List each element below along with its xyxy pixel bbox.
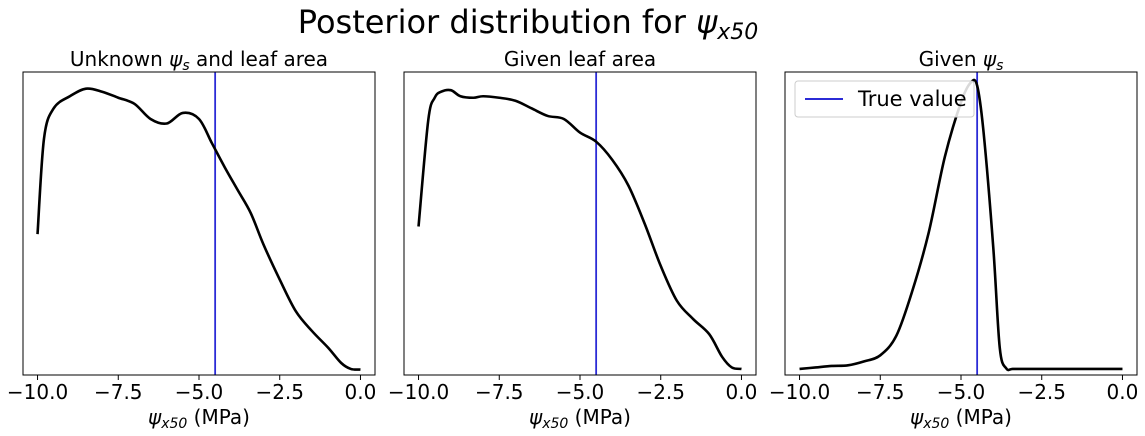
panels: Unknown ψs and leaf area−10.0 −7.5 −5.0 −2.… [7, 47, 1138, 432]
density-curve [417, 88, 742, 371]
x-axis-label-unit: (MPa) [568, 405, 631, 429]
x-tick-label: −10.0 [388, 380, 449, 404]
x-tick-label: −2.5 [636, 380, 685, 404]
x-axis-label: ψx50 (MPa) [148, 405, 250, 432]
x-axis-label-unit: (MPa) [949, 405, 1012, 429]
figure-title-subscript: x50 [716, 20, 758, 45]
x-tick-label: 0.0 [1107, 380, 1139, 404]
x-tick-label: −7.5 [94, 380, 143, 404]
panel-title-psi: ψ [169, 47, 183, 71]
panel-title-text: Given [919, 47, 983, 71]
panel-title-text-end: and leaf area [190, 47, 328, 71]
panel-title-subscript: s [996, 58, 1003, 74]
density-curve [36, 87, 361, 371]
panel-title: Given ψs [919, 47, 1004, 74]
x-axis-label-subscript: x50 [160, 416, 187, 432]
density-curve [799, 78, 1123, 372]
x-tick-label: −5.0 [175, 380, 224, 404]
figure-title: Posterior distribution for ψx50 [298, 3, 758, 45]
x-axis-label: ψx50 (MPa) [529, 405, 631, 432]
x-tick-label: 0.0 [345, 380, 377, 404]
x-axis-label-subscript: x50 [541, 416, 568, 432]
panel-2: Given leaf area −10.0 −7.5 −5.0 −2.5 0.0 ψx50 … [388, 47, 757, 432]
panel-title: Given leaf area [504, 47, 656, 71]
x-axis-label-psi: ψ [148, 405, 162, 429]
legend: True value [794, 80, 975, 118]
panel-title-psi: ψ [983, 47, 997, 71]
x-tick-label: −5.0 [556, 380, 605, 404]
x-tick-label: −2.5 [1017, 380, 1066, 404]
figure-title-text: Posterior distribution for [298, 3, 696, 41]
x-tick-label: −7.5 [856, 380, 905, 404]
panel-title-text: Unknown [70, 47, 169, 71]
x-axis-label-psi: ψ [910, 405, 924, 429]
x-tick-label: −7.5 [475, 380, 524, 404]
x-axis-label-unit: (MPa) [187, 405, 250, 429]
x-tick-label: −10.0 [769, 380, 830, 404]
x-axis-label-subscript: x50 [922, 416, 949, 432]
panel-title-text: Given leaf area [504, 47, 656, 71]
x-tick-label: −10.0 [7, 380, 68, 404]
legend-label: True value [857, 87, 967, 111]
panel-1: Unknown ψs and leaf area−10.0 −7.5 −5.0 −2.… [7, 47, 376, 432]
x-tick-label: −2.5 [255, 380, 304, 404]
x-axis-label: ψx50 (MPa) [910, 405, 1012, 432]
x-axis-label-psi: ψ [529, 405, 543, 429]
panel-title: Unknown ψs and leaf area [70, 47, 328, 74]
x-tick-label: −5.0 [937, 380, 986, 404]
legend-box [794, 80, 975, 118]
figure-title-psi: ψ [696, 3, 718, 41]
panel-title-subscript: s [182, 58, 189, 74]
x-tick-label: 0.0 [726, 380, 758, 404]
